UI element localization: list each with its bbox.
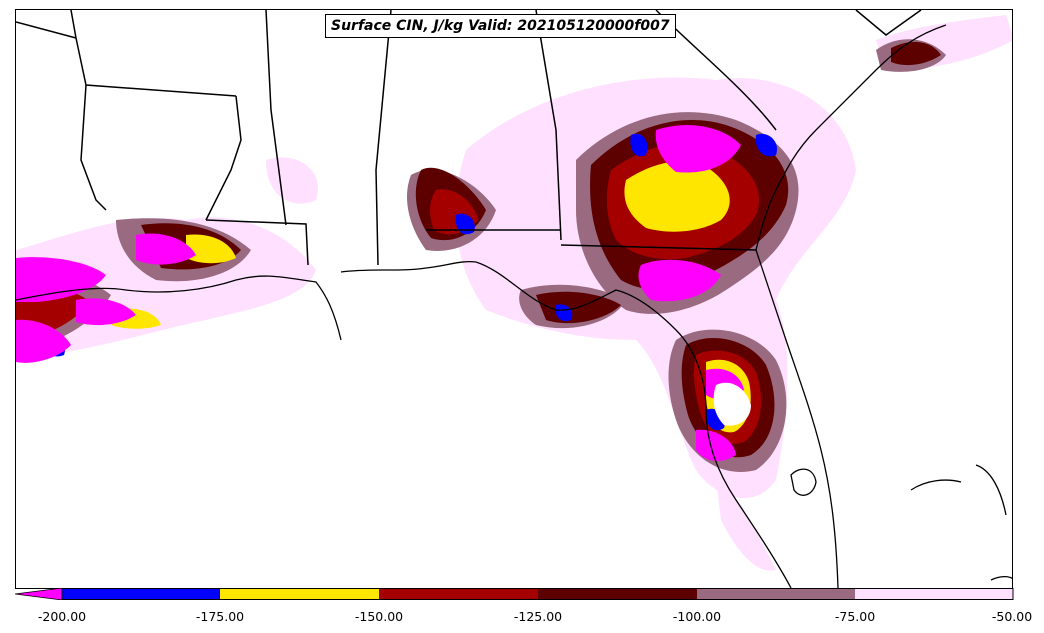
- cin-band-light-pink: [16, 15, 1012, 571]
- colorbar-band-light-pink: [855, 588, 1013, 600]
- coastlines: [16, 24, 1012, 588]
- cin-band-magenta: [16, 125, 744, 462]
- clear-area: [713, 382, 751, 426]
- colorbar: [15, 588, 1014, 600]
- colorbar-extend-below: [15, 588, 63, 600]
- cin-map-svg: [16, 10, 1012, 588]
- colorbar-tick-label: -175.00: [195, 609, 245, 624]
- colorbar-band-red: [379, 588, 538, 600]
- colorbar-band-yellow: [220, 588, 379, 600]
- state-boundaries: [16, 10, 922, 266]
- colorbar-band-mauve: [697, 588, 855, 600]
- colorbar-outline: [61, 588, 1014, 600]
- colorbar-band-blue: [62, 588, 220, 600]
- colorbar-tick-label: -200.00: [37, 609, 87, 624]
- colorbar-tick-label: -150.00: [354, 609, 404, 624]
- colorbar-tick-label: -100.00: [672, 609, 722, 624]
- colorbar-tick-label: -75.00: [834, 609, 876, 624]
- map-plot-area: [15, 9, 1013, 589]
- map-title: Surface CIN, J/kg Valid: 202105120000f00…: [325, 14, 676, 38]
- cin-shading: [16, 15, 1012, 571]
- colorbar-tick-label: -50.00: [991, 609, 1033, 624]
- colorbar-band-dark-maroon: [538, 588, 697, 600]
- colorbar-tick-label: -125.00: [513, 609, 563, 624]
